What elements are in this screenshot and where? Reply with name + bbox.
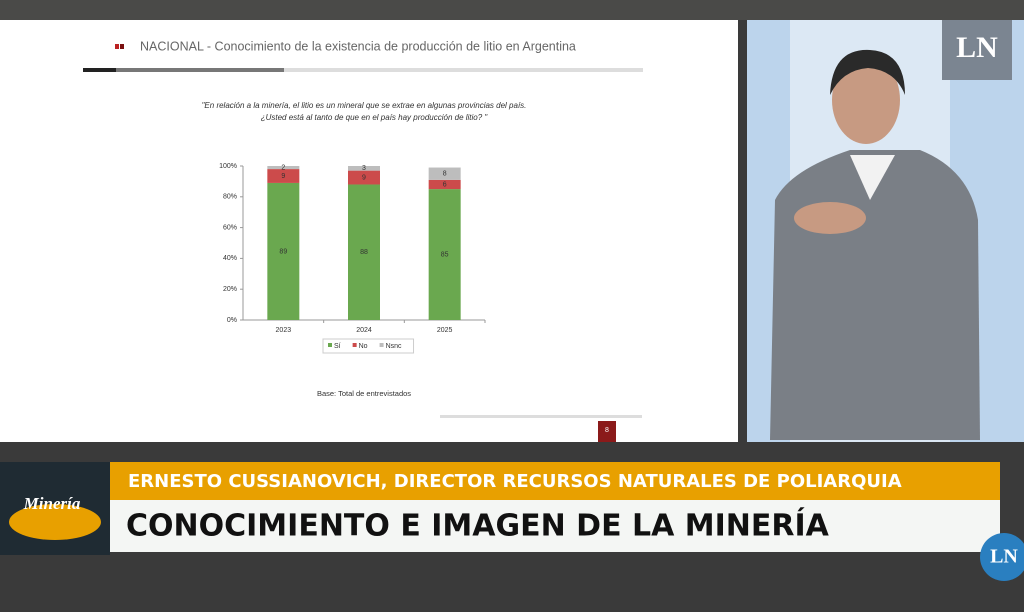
helmet (9, 504, 101, 540)
speaker-name: ERNESTO CUSSIANOVICH, DIRECTOR RECURSOS … (128, 471, 902, 492)
headline: CONOCIMIENTO E IMAGEN DE LA MINERÍA (126, 508, 830, 544)
presenter-hand (794, 202, 866, 234)
y-tick-label: 20% (223, 286, 237, 293)
presenter-suit (770, 150, 980, 440)
headline-bar (110, 500, 1000, 552)
y-tick-label: 60% (223, 224, 237, 231)
next-chart-rule (440, 415, 642, 418)
legend-swatch (352, 343, 357, 347)
title-rule (83, 68, 643, 72)
presenter-hair (830, 49, 905, 95)
legend-label: Sí (334, 343, 341, 350)
chart-title: NACIONAL - Conocimiento de la existencia… (140, 39, 576, 53)
title-icon (120, 44, 124, 49)
bar-segment (267, 182, 300, 320)
y-tick-label: 80% (223, 194, 237, 201)
base-note: Base: Total de entrevistados (317, 389, 411, 398)
y-tick-label: 0% (227, 317, 237, 324)
legend-swatch (379, 343, 384, 347)
top-strip (0, 0, 1024, 20)
corner-logo: LN (990, 546, 1018, 568)
presenter-face (832, 56, 900, 144)
x-tick-label: 2024 (356, 327, 372, 334)
data-label: 88 (360, 249, 368, 256)
chart: 0% 20% 40% 60% 80% 100% 2023 89 9 2 2024 88 9 3 2025 85… (219, 163, 486, 354)
bar-segment (428, 167, 461, 180)
legend-label: Nsnc (386, 343, 402, 350)
data-label: 89 (279, 248, 287, 255)
channel-logo: LN (956, 31, 998, 64)
question-line: ¿Usted está al tanto de que en el país h… (261, 113, 489, 122)
legend-label: No (359, 343, 368, 350)
legend-box (322, 338, 415, 354)
data-label: 9 (362, 174, 366, 181)
title-icon (115, 44, 119, 49)
data-label: 6 (443, 181, 447, 188)
section-name: Minería (23, 494, 81, 513)
corner-logo-circle (980, 533, 1024, 581)
next-chart-label: 8 (605, 427, 609, 434)
y-tick-label: 40% (223, 255, 237, 262)
title-rule-dark (83, 68, 116, 72)
next-chart-bar (598, 421, 616, 442)
title-rule-mid (116, 68, 284, 72)
data-label: 3 (362, 165, 366, 172)
bar-segment (267, 169, 300, 183)
data-label: 2 (281, 164, 285, 171)
bar-segment (348, 170, 380, 185)
logo-box (942, 20, 1012, 80)
bar-segment (348, 166, 380, 171)
name-bar (110, 462, 1000, 500)
bar-segment (428, 189, 461, 320)
x-tick-label: 2023 (276, 327, 292, 334)
x-tick-label: 2025 (437, 327, 453, 334)
presenter-shirt (850, 155, 895, 200)
data-label: 9 (281, 173, 285, 180)
question-line: "En relación a la minería, el litio es u… (202, 101, 527, 110)
bar-segment (428, 179, 461, 190)
legend-swatch (328, 343, 332, 347)
y-tick-label: 100% (219, 163, 237, 170)
data-label: 8 (443, 171, 447, 178)
bar-segment (267, 166, 300, 170)
data-label: 85 (441, 251, 449, 258)
bar-segment (348, 184, 380, 320)
